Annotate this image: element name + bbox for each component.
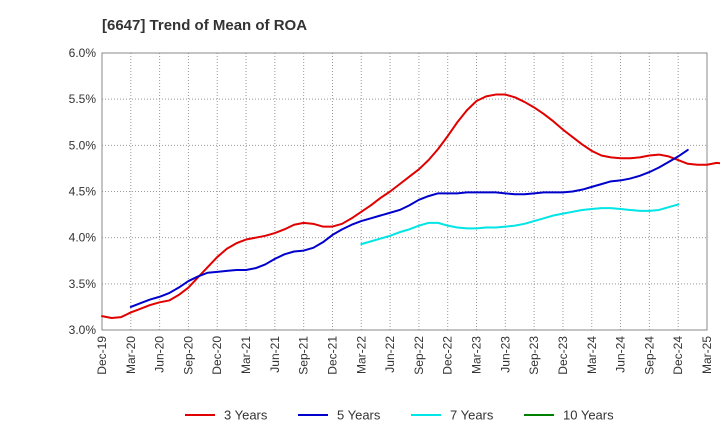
y-tick-label: 6.0% [69, 46, 97, 60]
x-tick-label: Sep-21 [297, 336, 311, 375]
y-tick-label: 4.0% [69, 231, 97, 245]
plot-area-border [101, 52, 708, 331]
x-axis-labels: Dec-19 Mar-20 Jun-20 Sep-20 Dec-20 Mar-21 Jun-… [95, 336, 714, 375]
series-layer [101, 93, 720, 319]
x-tick-label: Mar-21 [239, 336, 253, 374]
y-tick-label: 3.5% [69, 277, 97, 291]
legend-label-3-years: 3 Years [224, 408, 268, 423]
x-tick-label: Sep-22 [412, 336, 426, 375]
x-tick-label: Mar-20 [124, 336, 138, 374]
x-tick-label: Sep-23 [527, 336, 541, 375]
x-tick-label: Mar-22 [354, 336, 368, 374]
legend-label-10-years: 10 Years [563, 408, 614, 423]
x-tick-label: Mar-24 [585, 336, 599, 374]
x-tick-label: Jun-20 [153, 336, 167, 373]
x-tick-label: Sep-24 [642, 336, 656, 375]
series-line-5-years [129, 148, 689, 308]
x-tick-label: Dec-24 [671, 336, 685, 375]
y-tick-label: 5.5% [69, 92, 97, 106]
x-tick-label: Dec-20 [210, 336, 224, 375]
legend: 3 Years 5 Years 7 Years 10 Years [185, 408, 614, 423]
y-tick-label: 4.5% [69, 185, 97, 199]
x-tick-label: Jun-22 [383, 336, 397, 373]
x-tick-label: Jun-24 [614, 336, 628, 373]
y-axis-labels: 3.0% 3.5% 4.0% 4.5% 5.0% 5.5% 6.0% [69, 46, 97, 337]
x-tick-label: Sep-20 [181, 336, 195, 375]
series-line-3-years [101, 93, 720, 319]
grid-layer [102, 53, 707, 330]
chart-title: [6647] Trend of Mean of ROA [102, 17, 307, 34]
x-tick-label: Dec-23 [556, 336, 570, 375]
x-tick-label: Dec-22 [441, 336, 455, 375]
y-tick-label: 5.0% [69, 138, 97, 152]
x-tick-label: Dec-19 [95, 336, 109, 375]
x-tick-label: Mar-23 [470, 336, 484, 374]
y-tick-label: 3.0% [69, 323, 97, 337]
legend-label-5-years: 5 Years [337, 408, 381, 423]
x-tick-label: Mar-25 [700, 336, 714, 374]
x-tick-label: Jun-21 [268, 336, 282, 373]
x-tick-label: Jun-23 [498, 336, 512, 373]
series-line-7-years [360, 203, 680, 246]
x-tick-label: Dec-21 [325, 336, 339, 375]
legend-label-7-years: 7 Years [450, 408, 494, 423]
